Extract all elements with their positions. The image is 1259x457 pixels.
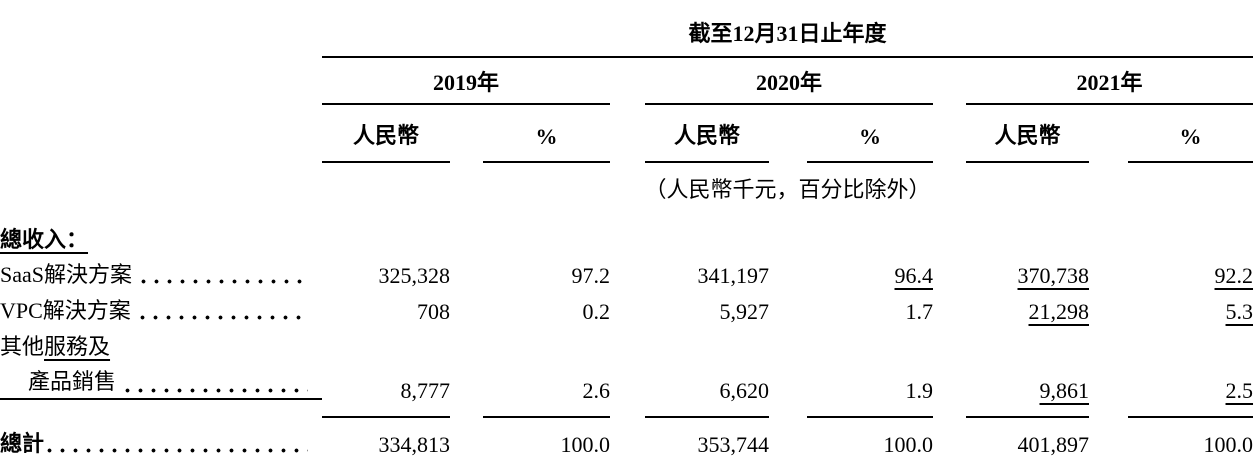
gap-cell (610, 364, 645, 417)
spacer-cell (0, 104, 322, 162)
table-row-vpc: VPC解決方案 708 0.2 5,927 1.7 21,298 5.3 (0, 292, 1253, 328)
subheader-row: 人民幣 % 人民幣 % 人民幣 % (0, 104, 1254, 163)
gap-cell (450, 256, 483, 292)
col-header-rmb-2019: 人民幣 (322, 104, 450, 163)
gap-cell (933, 104, 966, 162)
gap-cell (933, 256, 966, 292)
col-header-rmb-2020: 人民幣 (645, 104, 769, 163)
spacer-cell (0, 14, 322, 57)
col-header-pct-2019: % (483, 104, 610, 163)
gap-cell (933, 417, 966, 457)
total-2019-rmb: 334,813 (378, 432, 451, 457)
gap-cell (450, 364, 483, 417)
saas-2021-pct: 92.2 (1214, 263, 1254, 288)
gap-cell (933, 292, 966, 328)
gap-cell (1089, 417, 1128, 457)
saas-2019-rmb: 325,328 (378, 263, 451, 288)
dot-leader (139, 314, 308, 321)
total-2020-rmb: 353,744 (697, 432, 770, 457)
total-2019-pct: 100.0 (560, 432, 611, 457)
dot-leader (141, 278, 308, 285)
year-header-row: 2019年 2020年 2021年 (0, 57, 1254, 105)
unit-note: （人民幣千元，百分比除外） (644, 177, 931, 202)
gap-cell (610, 292, 645, 328)
gap-cell (769, 104, 807, 162)
year-header-2020: 2020年 (645, 57, 933, 105)
product-2021-pct: 2.5 (1128, 364, 1254, 418)
gap-cell (1089, 364, 1128, 417)
col-header-rmb-2021: 人民幣 (966, 104, 1089, 163)
saas-2020-pct: 96.4 (894, 263, 934, 288)
gap-cell (1089, 292, 1128, 328)
spacer-cell (0, 57, 322, 104)
row-label-product-sales: 產品銷售 (28, 369, 117, 394)
product-2019-pct: 2.6 (483, 364, 610, 418)
vpc-2021-pct: 5.3 (1225, 299, 1254, 324)
gap-cell (1089, 256, 1128, 292)
gap-cell (769, 256, 807, 292)
col-header-pct-2020: % (807, 104, 933, 163)
product-2019-rmb: 8,777 (322, 364, 450, 418)
col-header-pct-2021: % (1128, 104, 1254, 163)
gap-cell (769, 292, 807, 328)
vpc-2020-rmb: 5,927 (719, 299, 770, 324)
row-label-saas: SaaS解決方案 (0, 262, 133, 287)
gap-cell (769, 364, 807, 417)
row-label-vpc: VPC解決方案 (0, 298, 131, 323)
gap-cell (610, 417, 645, 457)
section-header-row: 總收入： (0, 208, 1253, 256)
product-2020-rmb: 6,620 (645, 364, 769, 418)
row-label-other-prefix: 其他 (0, 334, 45, 359)
vpc-2020-pct: 1.7 (905, 299, 934, 324)
unit-note-row: （人民幣千元，百分比除外） (0, 162, 1253, 208)
gap-cell (933, 364, 966, 417)
saas-2019-pct: 97.2 (571, 263, 611, 288)
spacer-cell (0, 162, 322, 208)
period-header-row: 截至12月31日止年度 (0, 14, 1254, 58)
table-row-other-services: 其他服務及 (0, 328, 1253, 364)
gap-cell (610, 57, 645, 104)
gap-cell (933, 57, 966, 104)
table-row-product-sales: 產品銷售 8,777 2.6 6,620 1.9 9,861 2.5 (0, 364, 1254, 418)
revenue-breakdown-table: 截至12月31日止年度 2019年 2020年 2021年 人民幣 % 人民幣 … (0, 14, 1254, 457)
year-header-2019: 2019年 (322, 57, 610, 105)
gap-cell (450, 292, 483, 328)
row-label-other-underlined: 服務及 (44, 334, 111, 359)
gap-cell (1089, 104, 1128, 162)
saas-2021-rmb: 370,738 (1017, 263, 1090, 288)
dot-leader (125, 387, 308, 394)
product-2021-rmb: 9,861 (966, 364, 1089, 418)
section-label-total-revenue: 總收入： (0, 227, 89, 252)
gap-cell (610, 256, 645, 292)
vpc-2021-rmb: 21,298 (1028, 299, 1090, 324)
total-2021-pct: 100.0 (1203, 432, 1254, 457)
table-row-total: 總計 334,813 100.0 353,744 100.0 401,897 1… (0, 417, 1253, 457)
dot-leader (47, 447, 308, 454)
vpc-2019-rmb: 708 (417, 299, 450, 324)
vpc-2019-pct: 0.2 (582, 299, 611, 324)
year-header-2021: 2021年 (966, 57, 1254, 105)
gap-cell (450, 417, 483, 457)
product-2020-pct: 1.9 (807, 364, 933, 418)
gap-cell (450, 104, 483, 162)
gap-cell (610, 104, 645, 162)
gap-cell (769, 417, 807, 457)
total-2020-pct: 100.0 (883, 432, 934, 457)
row-label-total: 總計 (0, 431, 45, 456)
total-2021-rmb: 401,897 (1017, 432, 1090, 457)
table-row-saas: SaaS解決方案 325,328 97.2 341,197 96.4 370,7… (0, 256, 1253, 292)
period-header: 截至12月31日止年度 (322, 14, 1254, 58)
saas-2020-rmb: 341,197 (697, 263, 770, 288)
